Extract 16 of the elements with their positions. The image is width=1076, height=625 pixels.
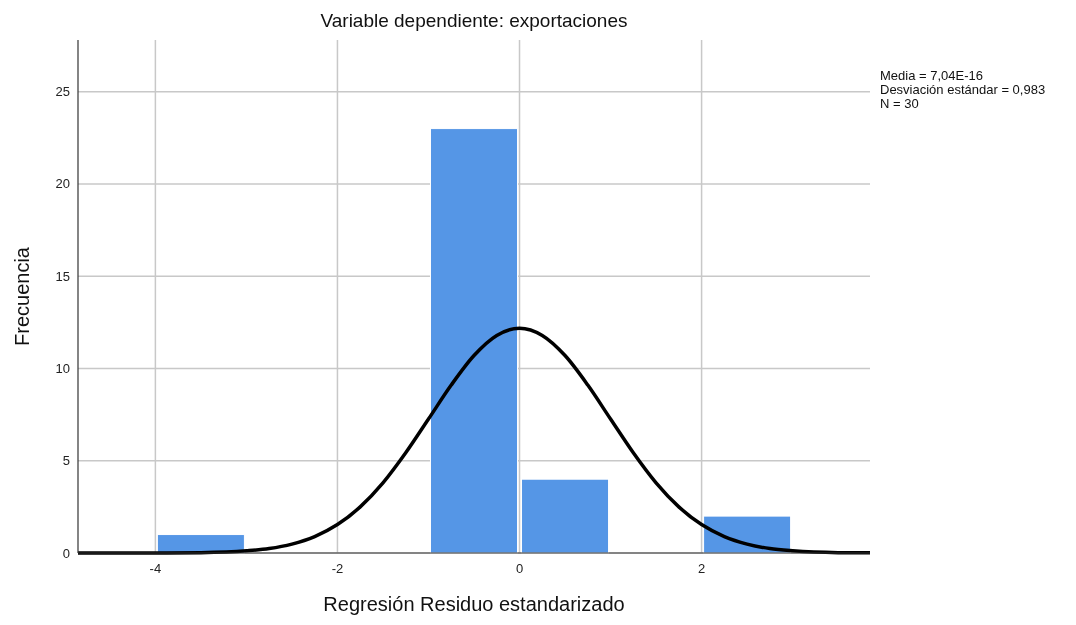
y-tick-label: 10 xyxy=(55,361,70,377)
y-tick-label: 5 xyxy=(62,453,70,469)
y-tick-label: 20 xyxy=(55,176,70,192)
x-tick-label: 2 xyxy=(697,561,706,576)
x-axis-title: Regresión Residuo estandarizado xyxy=(323,593,625,615)
y-axis-title: Frecuencia xyxy=(11,246,33,346)
x-tick-label: -4 xyxy=(149,561,162,576)
y-tick-label: 15 xyxy=(55,268,70,284)
text: N = 30 xyxy=(880,96,919,111)
y-tick-label: 0 xyxy=(62,545,70,561)
y-tick-label: 25 xyxy=(55,84,70,100)
text: Desviación estándar = 0,983 xyxy=(880,82,1046,97)
text: Media = 7,04E-16 xyxy=(880,68,983,83)
chart-title: Variable dependiente: exportaciones xyxy=(320,10,628,31)
x-tick-label: -2 xyxy=(331,561,344,576)
x-tick-label: 0 xyxy=(515,561,524,576)
